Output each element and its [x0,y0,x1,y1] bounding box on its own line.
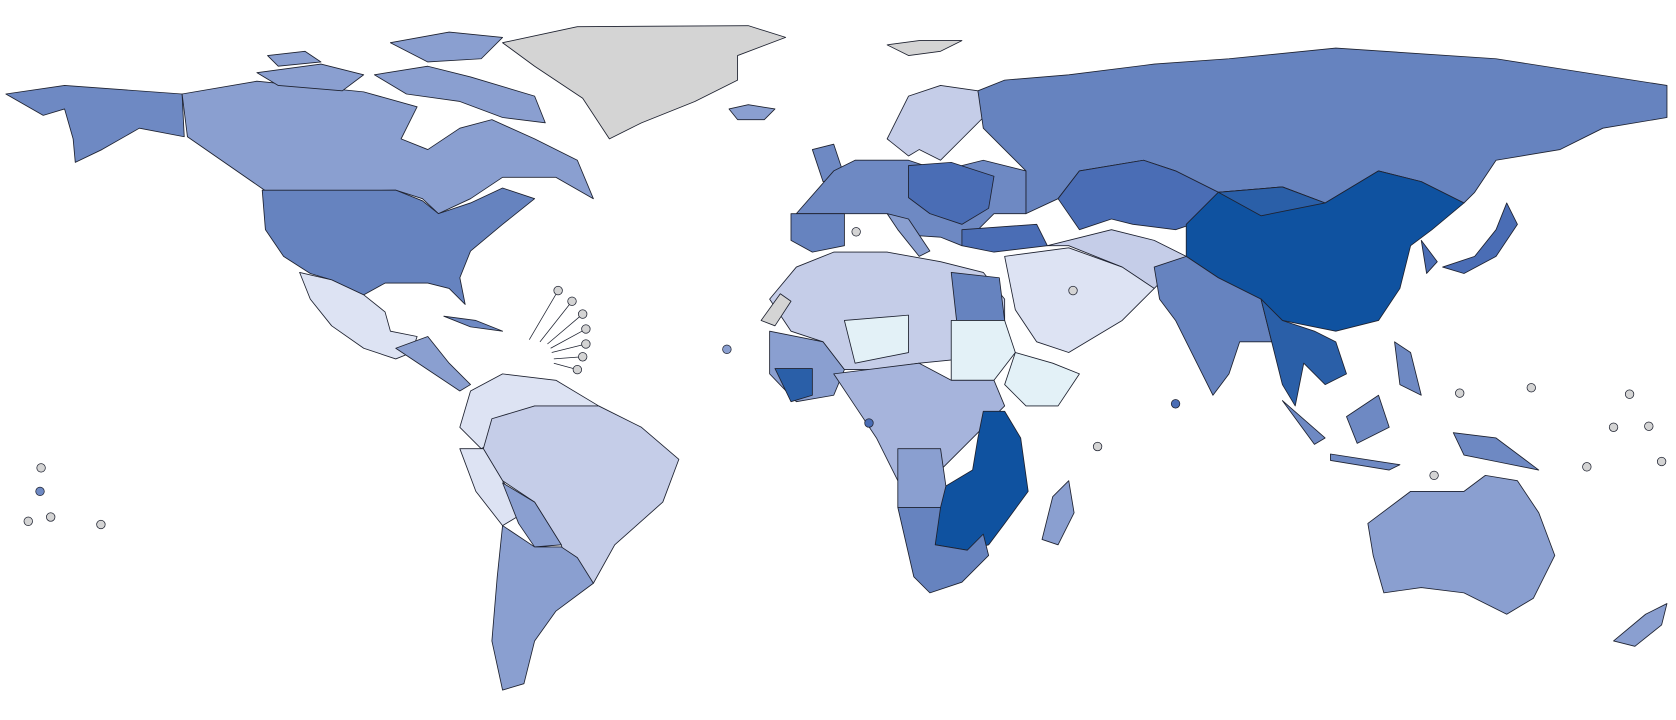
new-guinea [1452,432,1540,471]
island-marker [572,364,582,375]
western-sahara [760,293,792,327]
korea [1420,239,1438,274]
alaska [5,85,185,163]
usa [261,187,536,305]
island-marker [851,227,861,237]
scandinavia [886,85,984,161]
island-marker [1455,388,1465,398]
niger [843,314,909,364]
iceland [728,104,776,121]
leader-line [550,328,587,349]
leader-line [539,301,573,343]
island-marker [1582,462,1592,472]
island-marker [1526,383,1536,393]
japan [1442,202,1518,274]
island-marker [1092,441,1103,452]
svalbard [886,40,963,56]
island-marker [567,296,577,306]
sumatra [1281,400,1326,445]
italy [886,213,931,257]
leader-line [551,343,586,353]
leader-line [553,356,583,360]
cuba [443,315,503,332]
new-zealand [1613,603,1668,647]
brazil [482,405,680,588]
sudan [950,320,1016,381]
bolivia [502,482,562,548]
angola [897,448,947,508]
island-marker [36,463,46,473]
island-marker [96,519,106,530]
arctic-island [373,65,546,124]
island-marker [722,344,732,354]
greenland [502,25,787,140]
australia [1367,474,1556,615]
island-marker [1644,421,1654,431]
island-marker [578,309,588,319]
central-africa [833,362,1006,482]
island-marker [581,339,591,349]
island-marker [581,324,591,334]
arctic-island [256,63,365,92]
canada [181,80,594,215]
island-marker [578,352,588,362]
mongolia [1217,186,1326,217]
arctic-island [389,31,503,63]
leader-line [528,290,559,340]
ethiopia [1004,352,1080,407]
philippines [1394,341,1422,396]
india [1153,255,1273,396]
arctic-island [267,50,322,67]
borneo [1346,394,1390,444]
island-marker [1429,470,1439,481]
central-europe [908,161,995,225]
argentina-chile [491,525,594,691]
iberia [790,213,845,253]
madagascar [1041,480,1075,546]
island-marker [23,516,33,526]
island-marker [46,512,56,522]
southeast-asia [1260,298,1347,407]
island-marker [1068,285,1078,296]
island-marker [1170,399,1181,409]
turkey [961,223,1048,253]
island-marker [864,418,874,428]
island-marker [1624,389,1635,399]
leader-line [547,313,583,345]
island-marker [553,285,563,296]
guinea [774,368,813,403]
southern-africa [897,506,990,594]
island-marker [35,486,45,497]
egypt [950,271,1006,321]
island-marker [1656,456,1667,467]
island-marker [1608,422,1619,432]
central-america [395,336,471,392]
arabia [1004,247,1155,353]
java [1330,453,1401,471]
